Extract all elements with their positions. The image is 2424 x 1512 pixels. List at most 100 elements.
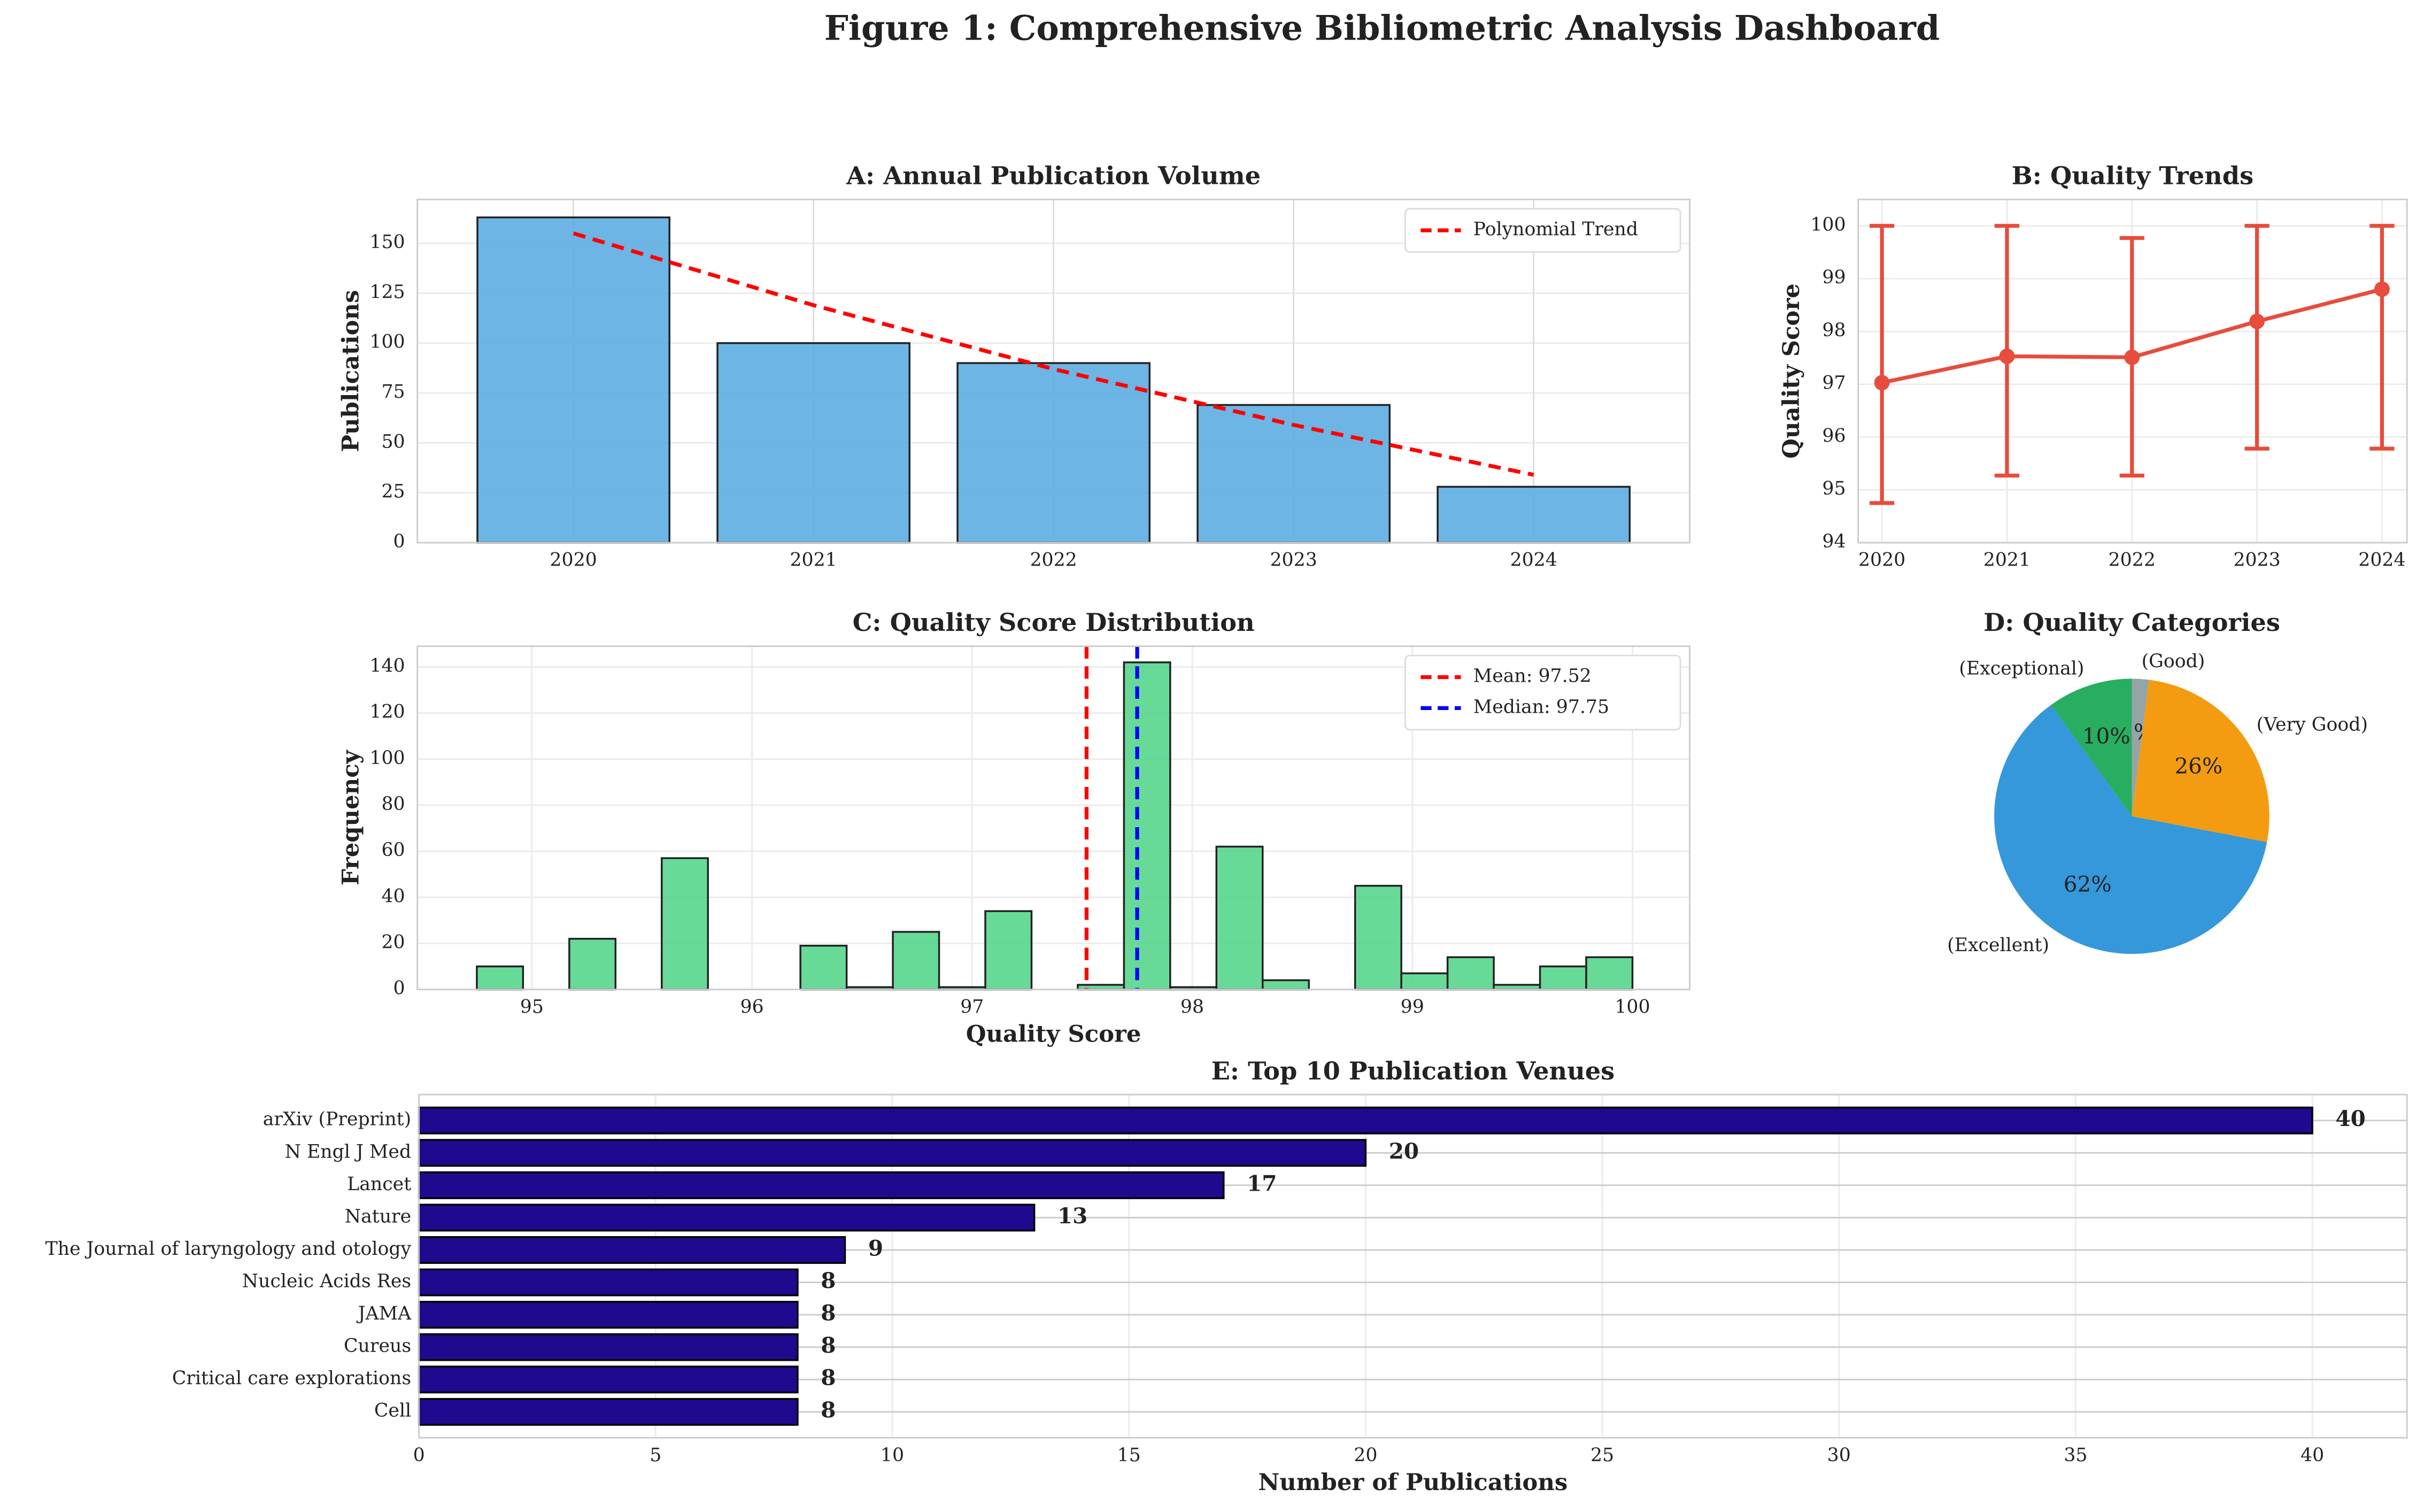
histogram-bar (1446, 956, 1495, 991)
y-tick-label: 94 (1822, 531, 1846, 552)
x-tick-label: 96 (740, 996, 763, 1017)
x-tick-label: 98 (1180, 996, 1204, 1017)
y-tick-label: 60 (381, 839, 405, 861)
x-tick-label: 2023 (2233, 550, 2280, 571)
x-axis-label: Quality Score (966, 1020, 1141, 1047)
histogram-bar (1354, 885, 1402, 991)
x-tick-label: 10 (881, 1445, 904, 1466)
legend-box (1404, 207, 1681, 253)
y-tick-label: 150 (369, 232, 405, 253)
bar (1437, 485, 1631, 544)
y-tick-label: Nucleic Acids Res (242, 1271, 411, 1292)
bar (418, 1333, 799, 1361)
point (2124, 349, 2140, 365)
legend-label: Polynomial Trend (1473, 219, 1638, 240)
histogram-bar (984, 910, 1033, 991)
y-tick-label: 100 (1810, 214, 1846, 235)
chart-title: E: Top 10 Publication Venues (1211, 1056, 1615, 1085)
x-tick-label: 95 (520, 996, 544, 1017)
bar (418, 1139, 1367, 1167)
slice-percent: 26% (2174, 753, 2222, 779)
y-tick-label: 97 (1822, 373, 1846, 394)
plot-area (416, 198, 1690, 544)
y-tick-label: 98 (1822, 320, 1846, 341)
x-tick-label: 40 (2301, 1445, 2324, 1466)
histogram-bar (1123, 661, 1171, 991)
x-tick-label: 0 (413, 1445, 425, 1466)
slice-label: (Exceptional) (1959, 658, 2084, 680)
pie-slice (2132, 678, 2149, 816)
x-tick-label: 30 (1827, 1445, 1851, 1466)
slice-label: (Very Good) (2257, 714, 2368, 735)
figure-title: Figure 1: Comprehensive Bibliometric Ana… (824, 8, 1940, 48)
x-tick-label: 2022 (1030, 550, 1077, 571)
x-tick-label: 2020 (1858, 550, 1905, 571)
y-tick-label: Nature (345, 1206, 411, 1227)
y-tick-label: Lancet (347, 1174, 411, 1195)
y-tick-label: 25 (381, 481, 405, 503)
y-tick-label: 100 (369, 331, 405, 353)
value-label: 17 (1247, 1170, 1277, 1196)
y-tick-label: arXiv (Preprint) (263, 1109, 411, 1130)
point (1874, 375, 1890, 391)
chart-title: C: Quality Score Distribution (853, 608, 1255, 637)
bar (418, 1398, 799, 1426)
slice-percent: 62% (2064, 871, 2112, 897)
x-axis-label: Number of Publications (1259, 1469, 1568, 1496)
plot-area (1857, 198, 2408, 544)
bar (418, 1268, 799, 1297)
x-tick-label: 2024 (1510, 550, 1557, 571)
x-tick-label: 2021 (790, 550, 837, 571)
slice-label: (Good) (2142, 651, 2205, 672)
y-tick-label: Cell (374, 1400, 411, 1422)
point (2374, 281, 2390, 297)
value-label: 8 (821, 1332, 836, 1358)
y-axis-label: Frequency (337, 749, 364, 885)
legend-box (1404, 654, 1681, 731)
bar (418, 1171, 1225, 1199)
y-tick-label: 125 (369, 281, 405, 303)
x-tick-label: 15 (1117, 1445, 1141, 1466)
histogram-bar (568, 938, 617, 991)
legend-label: Median: 97.75 (1473, 696, 1609, 718)
chart-title: B: Quality Trends (2012, 161, 2253, 190)
y-tick-label: 50 (381, 431, 405, 452)
y-tick-label: 100 (369, 747, 405, 769)
y-axis-label: Publications (337, 290, 364, 452)
x-tick-label: 2021 (1983, 550, 2031, 571)
value-label: 9 (868, 1235, 883, 1261)
histogram-bar (661, 857, 709, 991)
y-axis-label: Quality Score (1778, 283, 1805, 459)
bar (956, 362, 1151, 544)
bar (476, 216, 670, 544)
histogram-bar (1262, 979, 1310, 991)
value-label: 40 (2335, 1106, 2365, 1131)
value-label: 20 (1389, 1138, 1419, 1164)
histogram-bar (1585, 956, 1634, 991)
x-tick-label: 100 (1615, 996, 1650, 1017)
y-tick-label: Critical care explorations (172, 1368, 411, 1389)
pie-slice (1994, 705, 2267, 954)
bar (418, 1106, 2313, 1135)
y-tick-label: 0 (393, 531, 405, 552)
bar (1196, 404, 1391, 544)
histogram-bar (476, 965, 524, 991)
x-tick-label: 25 (1591, 1445, 1614, 1466)
histogram-bar (1539, 965, 1587, 991)
histogram-bar (892, 931, 940, 991)
histogram-bar (799, 945, 848, 991)
plot-area (418, 1093, 2408, 1439)
bar (418, 1301, 799, 1329)
value-label: 8 (821, 1365, 836, 1391)
y-tick-label: 40 (381, 885, 405, 907)
value-label: 8 (821, 1300, 836, 1326)
y-tick-label: 95 (1822, 478, 1846, 499)
trend-line (573, 232, 1534, 477)
histogram-bar (1215, 845, 1264, 991)
bar (418, 1366, 799, 1394)
bar (418, 1204, 1036, 1232)
y-tick-label: 96 (1822, 425, 1846, 446)
y-tick-label: 120 (369, 701, 405, 723)
y-tick-label: N Engl J Med (285, 1141, 412, 1162)
slice-percent: 10% (2082, 723, 2130, 749)
